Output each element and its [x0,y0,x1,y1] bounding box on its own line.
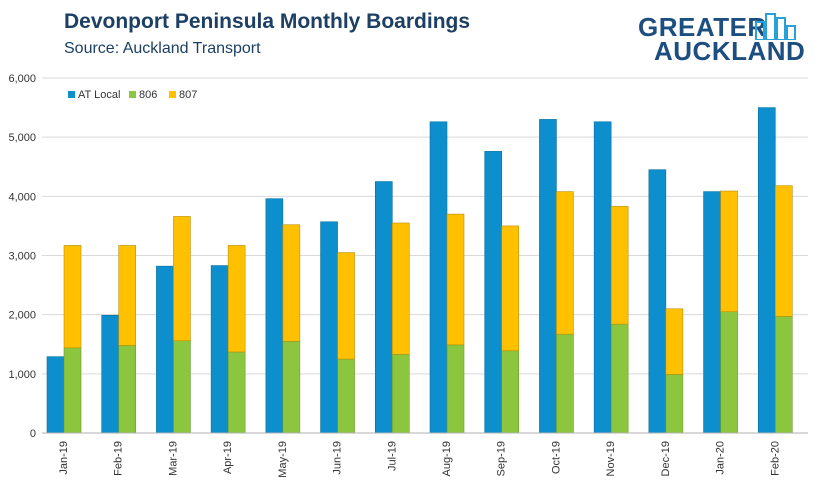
x-tick-label: May-19 [277,441,289,478]
bar-at-local [429,121,448,434]
x-tick-label: Nov-19 [605,441,617,476]
bar-807 [173,216,191,341]
bar-806 [282,340,301,434]
bar-807 [720,190,738,313]
bar-807 [556,191,574,335]
bar-at-local [46,356,65,434]
bar-806 [118,345,137,434]
y-tick-label: 1,000 [8,369,36,381]
y-tick-label: 4,000 [8,191,36,203]
bar-807 [282,224,301,342]
legend-label: AT Local [78,89,120,101]
legend-label: 806 [139,89,157,101]
y-tick-label: 6,000 [8,73,36,85]
greater-auckland-logo: GREATER AUCKLAND [636,12,806,66]
legend: AT Local 806 807 [68,89,197,101]
x-tick-label: Sep-19 [496,441,508,476]
chart-title: Devonport Peninsula Monthly Boardings [64,10,471,33]
bar-807 [665,308,684,375]
bar-806 [610,323,629,434]
bar-806 [446,344,465,434]
bar-at-local [539,119,557,434]
bar-807 [446,213,465,346]
legend-swatch [169,91,176,98]
bar-at-local [593,121,612,434]
y-tick-label: 2,000 [8,310,36,322]
bar-at-local [648,169,667,434]
bar-at-local [156,265,174,434]
city-buildings-icon [755,13,796,40]
bar-at-local [320,221,338,434]
x-tick-label: Jan-20 [715,441,727,475]
bar-at-local [703,191,721,434]
bar-807 [501,225,520,352]
bar-806 [501,350,520,434]
bar-806 [337,358,355,434]
x-tick-label: Apr-19 [222,441,234,474]
bar-806 [774,316,793,434]
legend-label: 807 [179,89,197,101]
y-tick-label: 0 [30,428,36,440]
x-tick-label: Oct-19 [550,441,562,474]
bar-at-local [101,314,120,434]
bar-807 [63,245,82,349]
x-tick-label: Feb-20 [769,441,781,476]
bar-806 [391,354,410,434]
y-tick-label: 5,000 [8,132,36,144]
legend-swatch [68,91,75,98]
logo-line-1: GREATER [638,12,767,42]
bar-806 [227,351,246,434]
bar-at-local [757,107,776,434]
bar-807 [774,185,793,317]
bar-807 [610,206,629,325]
bars [46,107,793,434]
x-tick-label: Mar-19 [167,441,179,476]
x-tick-label: Jul-19 [386,441,398,471]
bar-807 [227,245,246,353]
bar-806 [665,374,684,434]
logo-line-2: AUCKLAND [654,36,806,66]
x-tick-label: Feb-19 [113,441,125,476]
bar-807 [337,252,355,360]
bar-806 [720,311,738,434]
x-tick-label: Jan-19 [58,441,70,475]
bar-at-local [374,181,393,434]
bar-at-local [210,265,229,434]
bar-at-local [265,198,284,434]
x-tick-label: Aug-19 [441,441,453,476]
axes: 0 1,000 2,000 3,000 4,000 5,000 6,000 Jan-19 Feb… [8,73,808,478]
x-tick-label: Jun-19 [332,441,344,475]
x-tick-label: Dec-19 [660,441,672,476]
bar-806 [63,347,82,434]
chart-subtitle: Source: Auckland Transport [64,40,261,57]
bar-at-local [484,151,503,434]
y-tick-label: 3,000 [8,251,36,263]
bar-806 [556,333,574,434]
bar-806 [173,340,191,434]
bar-807 [391,222,410,355]
bar-807 [118,245,137,346]
legend-swatch [129,91,136,98]
